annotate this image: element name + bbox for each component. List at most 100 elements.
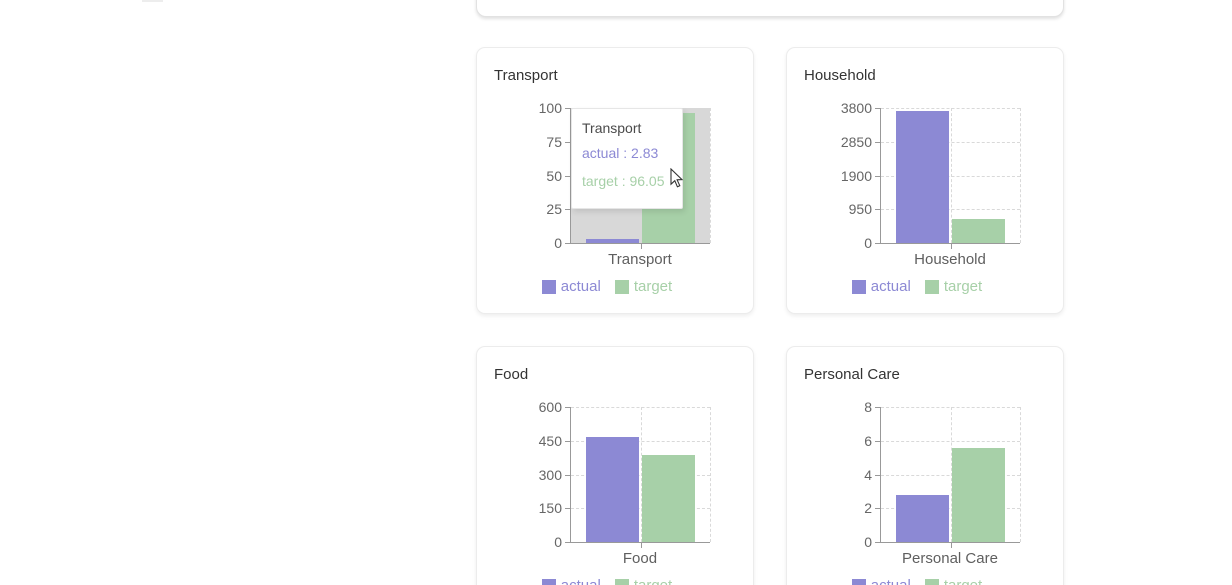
- tooltip-title: Transport: [582, 120, 642, 136]
- y-axis-tick: [875, 108, 881, 109]
- y-axis-tick-label: 600: [538, 399, 562, 415]
- bar-target[interactable]: [952, 447, 1005, 542]
- y-axis-tick: [565, 474, 571, 476]
- y-axis-tick-label: 150: [538, 500, 562, 517]
- chart-card-transport: Transport 100 75 50 25 0 Tr: [476, 47, 754, 314]
- chart-legend: actual target: [787, 577, 1047, 585]
- legend-label-actual: actual: [561, 577, 601, 585]
- legend-item-target[interactable]: target: [614, 577, 672, 585]
- y-axis-tick-label: 2: [864, 500, 872, 517]
- x-axis-tick: [950, 243, 952, 249]
- y-axis-tick-label: 450: [538, 432, 562, 449]
- y-axis-tick: [565, 508, 571, 510]
- legend-item-target[interactable]: target: [614, 278, 673, 295]
- gridline: [710, 407, 711, 542]
- y-axis-tick: [565, 243, 571, 244]
- gridline: [1020, 108, 1021, 243]
- y-axis-tick-label: 25: [546, 201, 562, 218]
- mouse-cursor-icon: [670, 168, 684, 188]
- bar-actual[interactable]: [896, 494, 949, 542]
- gridline: [640, 407, 642, 542]
- bar-chart-plot[interactable]: 8 6 4 2 0: [864, 399, 1021, 550]
- chart-card-food: Food 600 450 300 150 0 Food: [476, 346, 754, 585]
- legend-swatch-target: [614, 578, 629, 585]
- chart-legend: actual target: [477, 577, 737, 585]
- legend-label-target: target: [943, 278, 983, 295]
- chart-legend: actual target: [787, 278, 1047, 295]
- legend-label-target: target: [633, 278, 673, 295]
- legend-label-target: target: [634, 577, 672, 585]
- legend-swatch-actual: [851, 578, 866, 585]
- y-axis-tick: [875, 243, 881, 244]
- legend-label-target: target: [944, 577, 982, 585]
- legend-label-actual: actual: [871, 577, 911, 585]
- y-axis-tick: [875, 175, 881, 177]
- chart-card-household: Household 3800 2850 1900 950 0 Household: [786, 47, 1064, 314]
- bar-target[interactable]: [952, 218, 1005, 243]
- legend-swatch-target: [924, 279, 939, 294]
- legend-item-actual[interactable]: actual: [541, 278, 601, 295]
- y-axis-tick-label: 8: [864, 399, 872, 415]
- y-axis-tick: [565, 440, 571, 442]
- legend-label-actual: actual: [560, 278, 601, 295]
- bar-group: [881, 108, 1020, 243]
- legend-label-actual: actual: [870, 278, 911, 295]
- y-axis-tick: [565, 108, 571, 109]
- clipped-element-fragment: [142, 0, 163, 2]
- chart-legend: actual target: [477, 278, 737, 295]
- x-axis-label: Personal Care: [902, 550, 998, 567]
- legend-item-actual[interactable]: actual: [851, 577, 911, 585]
- y-axis-tick-label: 100: [538, 100, 562, 116]
- y-axis-tick: [565, 209, 571, 211]
- bar-group: [571, 407, 710, 542]
- top-panel: [476, 0, 1064, 17]
- tooltip-target-value: target : 96.05: [582, 173, 665, 189]
- card-title: Food: [494, 366, 529, 383]
- legend-swatch-target: [924, 578, 939, 585]
- legend-swatch-actual: [851, 279, 866, 294]
- y-axis-tick-label: 3800: [840, 100, 872, 116]
- y-axis-tick: [875, 141, 881, 143]
- gridline: [710, 108, 711, 243]
- legend-swatch-target: [614, 279, 629, 294]
- y-axis-tick-label: 2850: [840, 133, 872, 150]
- legend-item-target[interactable]: target: [924, 278, 983, 295]
- gridline: [950, 108, 952, 243]
- bar-chart-plot[interactable]: 3800 2850 1900 950 0: [841, 100, 1021, 251]
- y-axis-tick-label: 75: [546, 133, 562, 150]
- y-axis-tick-label: 0: [554, 235, 562, 251]
- card-title: Transport: [494, 67, 558, 84]
- y-axis-tick-label: 0: [864, 235, 872, 251]
- bar-chart-plot[interactable]: 100 75 50 25 0 Transport actual : 2.83 t…: [539, 100, 711, 251]
- y-axis-tick: [565, 407, 571, 408]
- card-title: Household: [804, 67, 876, 84]
- y-axis-tick: [875, 209, 881, 211]
- bar-actual[interactable]: [586, 437, 639, 542]
- bar-target[interactable]: [642, 455, 695, 542]
- legend-item-actual[interactable]: actual: [851, 278, 911, 295]
- y-axis-tick-label: 0: [554, 534, 562, 550]
- bar-actual[interactable]: [586, 239, 639, 243]
- chart-card-grid: Transport 100 75 50 25 0 Tr: [476, 47, 1064, 585]
- legend-item-target[interactable]: target: [924, 577, 982, 585]
- card-title: Personal Care: [804, 366, 900, 383]
- y-axis-tick-label: 950: [848, 201, 872, 218]
- y-axis-tick-label: 1900: [840, 167, 872, 184]
- y-axis-tick: [875, 474, 881, 476]
- bar-chart-plot[interactable]: 600 450 300 150 0: [539, 399, 711, 550]
- y-axis-tick-label: 300: [538, 466, 562, 483]
- y-axis-tick: [565, 542, 571, 543]
- x-axis-tick: [640, 243, 642, 249]
- tooltip-actual-value: actual : 2.83: [582, 145, 659, 161]
- chart-tooltip: Transport actual : 2.83 target : 96.05: [571, 108, 683, 209]
- legend-swatch-actual: [541, 279, 556, 294]
- x-axis-tick: [950, 542, 952, 548]
- y-axis-tick-label: 4: [864, 466, 872, 483]
- y-axis-tick-label: 6: [864, 432, 872, 449]
- legend-item-actual[interactable]: actual: [541, 577, 601, 585]
- bar-actual[interactable]: [896, 110, 949, 243]
- x-axis-label: Food: [622, 550, 658, 567]
- y-axis-tick-label: 0: [864, 534, 872, 550]
- y-axis-tick: [875, 542, 881, 543]
- y-axis-tick: [565, 175, 571, 177]
